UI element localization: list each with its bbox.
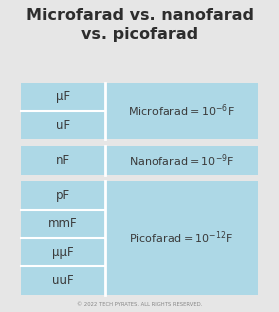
Text: uuF: uuF (52, 274, 74, 287)
FancyBboxPatch shape (21, 182, 258, 295)
Text: $\mathregular{Picofarad = 10}^{-12}\mathregular{ F}$: $\mathregular{Picofarad = 10}^{-12}\math… (129, 230, 234, 246)
Text: pF: pF (56, 189, 70, 202)
Text: μF: μF (56, 90, 70, 103)
Text: Microfarad vs. nanofarad
vs. picofarad: Microfarad vs. nanofarad vs. picofarad (25, 8, 254, 42)
Text: $\mathregular{Nanofarad = 10}^{-9}\mathregular{ F}$: $\mathregular{Nanofarad = 10}^{-9}\mathr… (129, 152, 234, 169)
FancyBboxPatch shape (21, 146, 258, 175)
Text: $\mathregular{Microfarad = 10}^{-6}\mathregular{ F}$: $\mathregular{Microfarad = 10}^{-6}\math… (128, 103, 235, 119)
Text: © 2022 TECH PYRATES. ALL RIGHTS RESERVED.: © 2022 TECH PYRATES. ALL RIGHTS RESERVED… (77, 302, 202, 307)
Text: mmF: mmF (48, 217, 78, 231)
FancyBboxPatch shape (21, 83, 258, 139)
Text: uF: uF (56, 119, 70, 132)
Text: μμF: μμF (52, 246, 74, 259)
Text: nF: nF (56, 154, 70, 167)
